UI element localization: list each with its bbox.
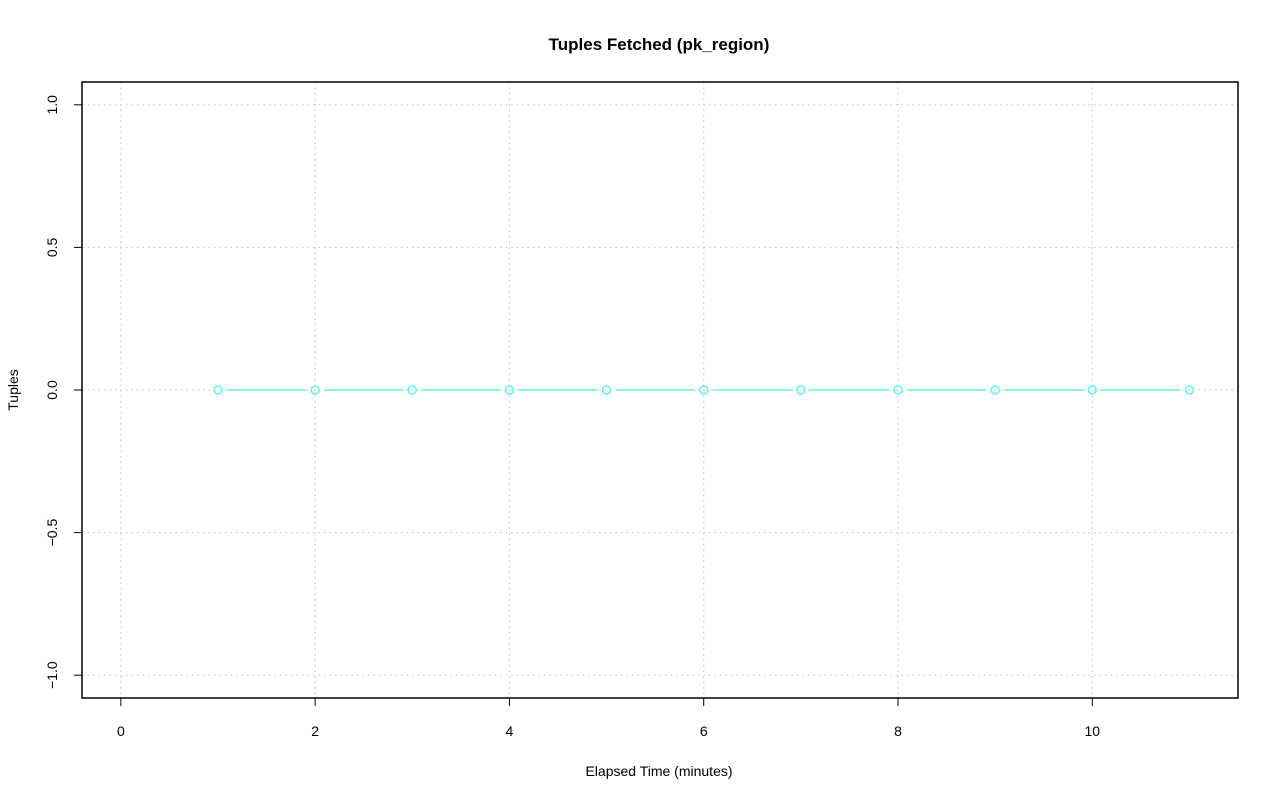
x-tick-label: 0 bbox=[117, 723, 125, 739]
y-tick-label: 0.5 bbox=[44, 237, 60, 257]
chart-title: Tuples Fetched (pk_region) bbox=[549, 35, 770, 54]
data-point bbox=[1087, 385, 1098, 395]
data-point bbox=[990, 385, 1000, 395]
x-axis-label: Elapsed Time (minutes) bbox=[585, 763, 732, 779]
data-point bbox=[1184, 385, 1195, 395]
x-tick-label: 6 bbox=[700, 723, 708, 739]
y-tick-label: −1.0 bbox=[44, 661, 60, 689]
data-point bbox=[504, 385, 515, 395]
data-point bbox=[698, 385, 709, 395]
x-tick-label: 2 bbox=[311, 723, 319, 739]
y-axis-label: Tuples bbox=[5, 369, 21, 411]
data-point bbox=[213, 385, 223, 395]
x-tick-label: 4 bbox=[506, 723, 514, 739]
y-tick-label: 0.0 bbox=[44, 380, 60, 400]
x-tick-label: 8 bbox=[894, 723, 902, 739]
data-point bbox=[310, 385, 320, 395]
data-point bbox=[796, 385, 806, 395]
data-point bbox=[407, 385, 418, 395]
y-tick-label: 1.0 bbox=[44, 95, 60, 115]
axes: 0 2 4 6 8 10 −1.0 −0.5 0.0 0.5 1.0 bbox=[44, 95, 1100, 739]
y-tick-label: −0.5 bbox=[44, 519, 60, 547]
data-point bbox=[601, 385, 612, 395]
x-tick-label: 10 bbox=[1084, 723, 1100, 739]
data-point bbox=[893, 385, 903, 395]
series bbox=[213, 385, 1195, 395]
